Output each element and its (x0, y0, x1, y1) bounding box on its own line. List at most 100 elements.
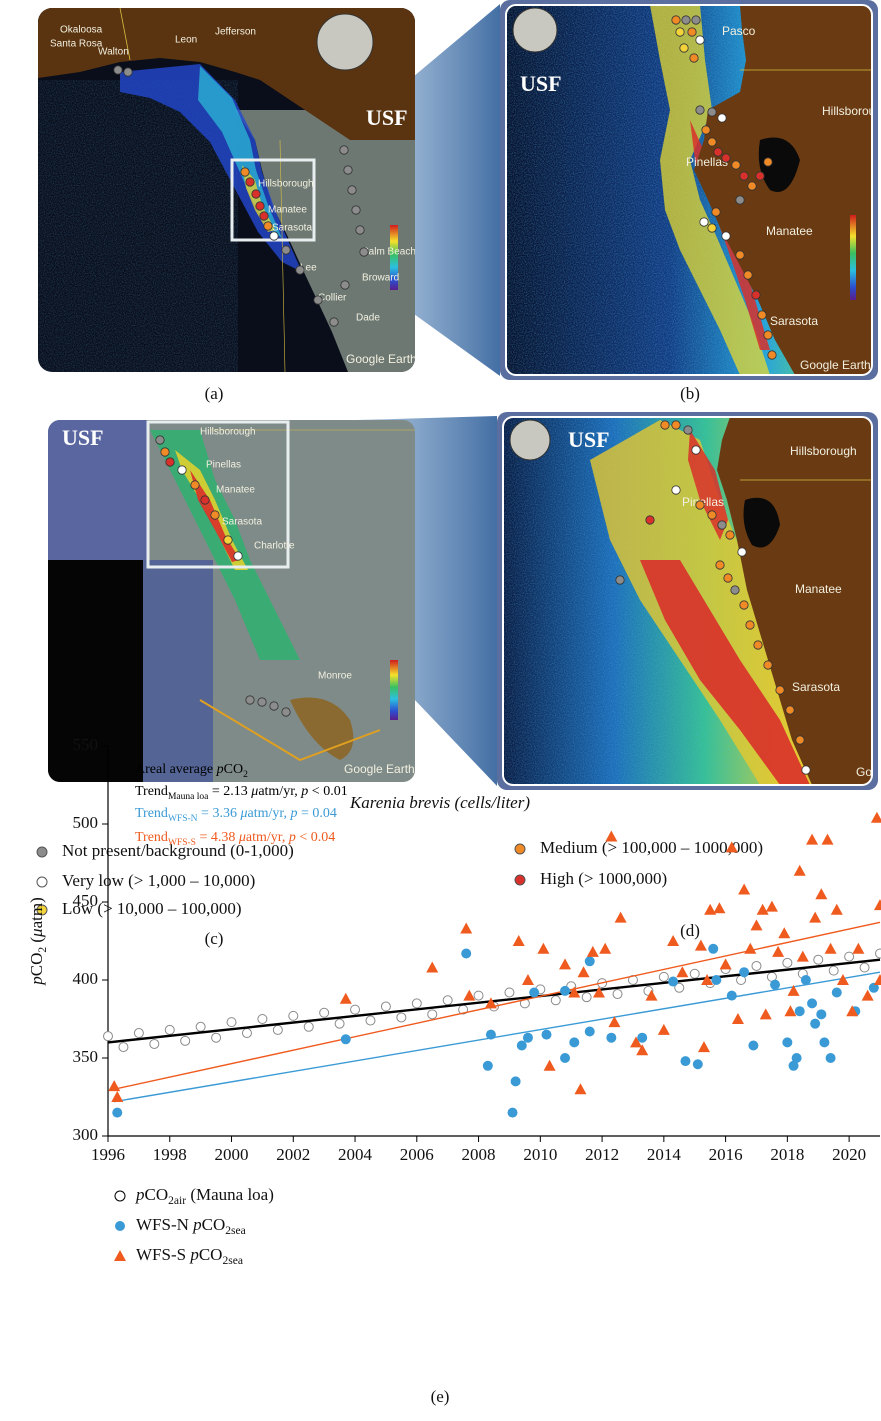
map-dot (341, 281, 349, 289)
text-part: p (288, 830, 296, 845)
text-part: ( (27, 937, 46, 947)
map-dot (270, 232, 278, 240)
map-dot (744, 271, 752, 279)
data-point (831, 904, 843, 915)
x-tick-label: 2012 (585, 1145, 619, 1164)
data-point (782, 1037, 792, 1047)
data-point (574, 1083, 586, 1094)
map-dot (708, 224, 716, 232)
annotation: TrendMauna loa = 2.13 μatm/yr, p < 0.01 (135, 784, 348, 802)
figure: Okaloosa Santa Rosa Walton Jefferson Leo… (0, 0, 881, 1416)
x-tick-label: 2002 (276, 1145, 310, 1164)
x-tick-label: 2008 (462, 1145, 496, 1164)
data-point (582, 993, 591, 1002)
data-point (585, 1026, 595, 1036)
map-dot (296, 266, 304, 274)
data-point (165, 1025, 174, 1034)
map-dot (696, 501, 704, 509)
y-tick-label: 550 (73, 735, 99, 754)
map-label: Sarasota (272, 223, 312, 234)
data-point (613, 990, 622, 999)
text-part: Trend (135, 784, 168, 799)
map-label: Santa Rosa (50, 39, 103, 50)
map-d: USF Hillsborough Pinellas Manatee Saraso… (503, 417, 872, 785)
map-dot (340, 146, 348, 154)
data-point (711, 975, 721, 985)
legend-swatch (37, 847, 47, 857)
legend-label: High (> 1000,000) (540, 869, 667, 888)
map-dot (752, 291, 760, 299)
text-part: CO (27, 953, 46, 977)
map-dot (732, 161, 740, 169)
map-dot (260, 212, 268, 220)
data-point (874, 899, 881, 910)
text-part: Trend (135, 806, 168, 821)
legend-marker (115, 1191, 125, 1201)
map-dot (201, 496, 209, 504)
data-point (748, 1041, 758, 1051)
data-point (739, 967, 749, 977)
legend-swatch (515, 844, 525, 854)
data-point (150, 1039, 159, 1048)
map-dot (258, 698, 266, 706)
data-point (708, 944, 718, 954)
data-point (587, 946, 599, 957)
text-part: p (135, 1185, 145, 1204)
data-point (829, 966, 838, 975)
map-dot (736, 196, 744, 204)
data-point (460, 923, 472, 934)
legend-label: pCO2air (Mauna loa) (135, 1185, 274, 1207)
legend-marker (115, 1221, 125, 1231)
data-point (505, 988, 514, 997)
data-point (227, 1018, 236, 1027)
map-dot (314, 296, 322, 304)
x-tick-label: 2006 (400, 1145, 434, 1164)
text-part: p (189, 1245, 199, 1264)
data-point (795, 1006, 805, 1016)
attribution: Google Earth (346, 352, 417, 366)
data-point (744, 943, 756, 954)
map-dot (700, 218, 708, 226)
data-point (196, 1022, 205, 1031)
map-dot (282, 708, 290, 716)
trend-line (114, 922, 880, 1089)
x-tick-label: 2000 (215, 1145, 249, 1164)
text-part: < 0.04 (296, 830, 335, 845)
map-dot (708, 511, 716, 519)
map-label: Sarasota (770, 314, 818, 328)
text-part: 2sea (225, 1224, 246, 1237)
panel-label: (a) (205, 384, 224, 403)
data-point (537, 943, 549, 954)
data-point (809, 912, 821, 923)
data-point (874, 974, 881, 985)
map-dot (672, 421, 680, 429)
map-dot (360, 248, 368, 256)
text-part: Areal average (135, 762, 217, 777)
data-point (713, 902, 725, 913)
map-dot (764, 158, 772, 166)
logo-text: USF (366, 105, 408, 130)
data-point (667, 935, 679, 946)
text-part: p (300, 784, 308, 799)
data-point (569, 1037, 579, 1047)
data-point (119, 1043, 128, 1052)
logo-text: USF (568, 427, 610, 452)
map-dot (282, 246, 290, 254)
map-dot (722, 154, 730, 162)
x-tick-label: 1996 (91, 1145, 125, 1164)
data-point (698, 1041, 710, 1052)
data-point (134, 1029, 143, 1038)
text-part: = 2.13 (208, 784, 251, 799)
text-part: = 4.38 (196, 830, 239, 845)
text-part: μ (238, 830, 246, 845)
text-part: μ (250, 784, 258, 799)
data-point (412, 999, 421, 1008)
map-dot (738, 548, 746, 556)
data-point (732, 1013, 744, 1024)
map-dot (768, 351, 776, 359)
text-part: Trend (135, 830, 168, 845)
legend-label: WFS-N pCO2sea (136, 1215, 246, 1237)
data-point (111, 1091, 123, 1102)
data-point (304, 1022, 313, 1031)
data-point (351, 1005, 360, 1014)
